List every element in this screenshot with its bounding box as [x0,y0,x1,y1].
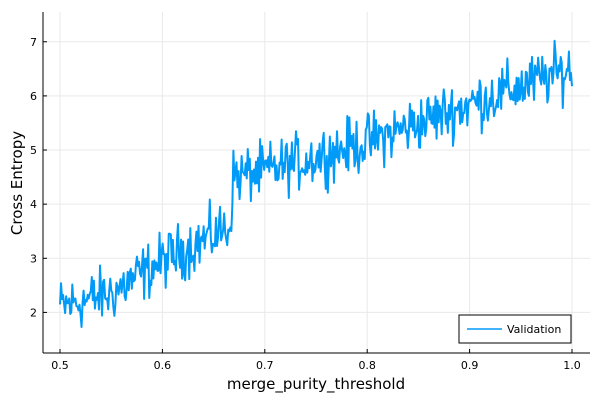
x-tick-label: 0.7 [256,359,274,372]
legend-label: Validation [507,323,561,336]
legend: Validation [458,314,572,344]
validation-series-line [59,39,573,329]
x-tick-label: 0.6 [154,359,172,372]
x-tick-label: 0.5 [51,359,69,372]
y-tick-label: 5 [30,144,37,157]
y-tick-label: 4 [30,198,37,211]
y-tick-label: 6 [30,90,37,103]
x-axis-ticks: 0.5 0.6 0.7 0.8 0.9 1.0 [51,349,581,372]
legend-box [458,314,572,344]
x-tick-label: 0.8 [358,359,376,372]
y-tick-label: 3 [30,252,37,265]
x-tick-label: 1.0 [563,359,581,372]
y-tick-label: 2 [30,306,37,319]
x-tick-label: 0.9 [461,359,479,372]
x-axis-label: merge_purity_threshold [227,375,405,394]
y-tick-label: 7 [30,36,37,49]
y-axis-ticks: 2 3 4 5 6 7 [30,36,47,319]
y-axis-label: Cross Entropy [8,131,26,235]
series-layer [59,39,573,329]
